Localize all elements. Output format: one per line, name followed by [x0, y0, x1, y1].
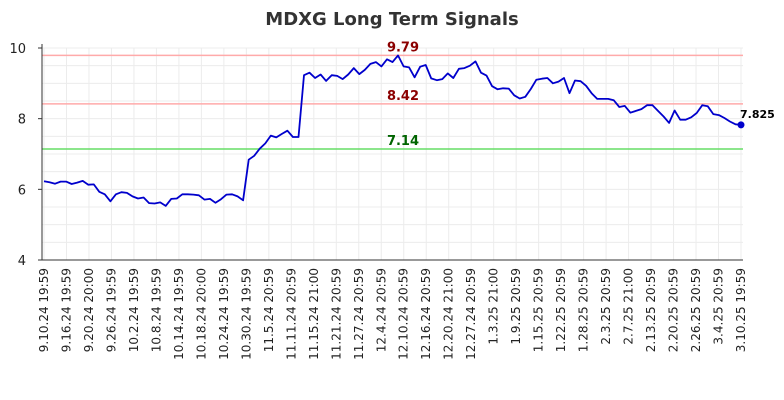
x-tick-label: 10.24.24 19:59 [217, 268, 231, 360]
x-tick-label: 2.7.25 21:00 [622, 268, 636, 345]
x-tick-label: 12.10.24 20:59 [397, 268, 411, 360]
reference-label: 8.42 [387, 89, 419, 104]
x-tick-label: 2.20.25 20:59 [667, 268, 681, 352]
y-tick-label: 8 [18, 113, 26, 128]
x-tick-label: 9.10.24 19:59 [37, 268, 51, 352]
x-tick-label: 10.8.24 19:59 [149, 268, 163, 352]
x-tick-label: 10.30.24 19:59 [239, 268, 253, 360]
x-tick-label: 2.26.25 20:59 [689, 268, 703, 352]
x-tick-label: 3.10.25 19:59 [734, 268, 748, 352]
x-tick-label: 11.21.24 20:59 [329, 268, 343, 360]
last-point-marker [737, 121, 745, 129]
grid [42, 47, 743, 261]
x-tick-label: 1.28.25 20:59 [577, 268, 591, 352]
x-tick-label: 11.5.24 20:59 [262, 268, 276, 352]
x-tick-label: 10.14.24 19:59 [172, 268, 186, 360]
x-tick-label: 9.26.24 19:59 [104, 268, 118, 352]
x-tick-label: 10.2.24 19:59 [127, 268, 141, 352]
x-tick-label: 9.20.24 20:00 [82, 268, 96, 352]
axes: 4 6 8 10 9.10.24 19:59 9.16.24 19:59 9.20.24 2… [9, 42, 748, 360]
x-tick-label: 2.3.25 20:59 [599, 268, 613, 345]
x-tick-label: 3.4.25 20:59 [712, 268, 726, 345]
x-tick-label: 9.16.24 19:59 [59, 268, 73, 352]
reference-lines [42, 54, 743, 150]
x-tick-label: 11.11.24 20:59 [284, 268, 298, 360]
labels: 9.79 8.42 7.14 7.825 [387, 40, 775, 149]
chart-title: MDXG Long Term Signals [265, 9, 518, 30]
series-line [43, 54, 742, 207]
x-tick-label: 1.9.25 20:59 [509, 268, 523, 345]
reference-label: 9.79 [387, 40, 419, 55]
series-layer [43, 54, 745, 207]
y-tick-label: 4 [18, 254, 26, 269]
x-tick-label: 2.13.25 20:59 [644, 268, 658, 352]
x-tick-label: 12.27.24 20:59 [464, 268, 478, 360]
x-tick-label: 12.20.24 21:00 [442, 268, 456, 360]
x-tick-label: 10.18.24 20:00 [194, 268, 208, 360]
x-tick-label: 1.22.25 20:59 [554, 268, 568, 352]
x-tick-label: 12.4.24 20:59 [374, 268, 388, 352]
x-tick-label: 1.3.25 21:00 [487, 268, 501, 345]
last-value-label: 7.825 [740, 108, 775, 121]
x-tick-label: 1.15.25 20:59 [532, 268, 546, 352]
x-tick-label: 11.15.24 21:00 [307, 268, 321, 360]
x-tick-label: 12.16.24 20:59 [419, 268, 433, 360]
x-tick-label: 11.27.24 20:59 [352, 268, 366, 360]
reference-label: 7.14 [387, 134, 419, 149]
y-tick-label: 6 [18, 183, 26, 198]
y-tick-label: 10 [9, 42, 26, 57]
